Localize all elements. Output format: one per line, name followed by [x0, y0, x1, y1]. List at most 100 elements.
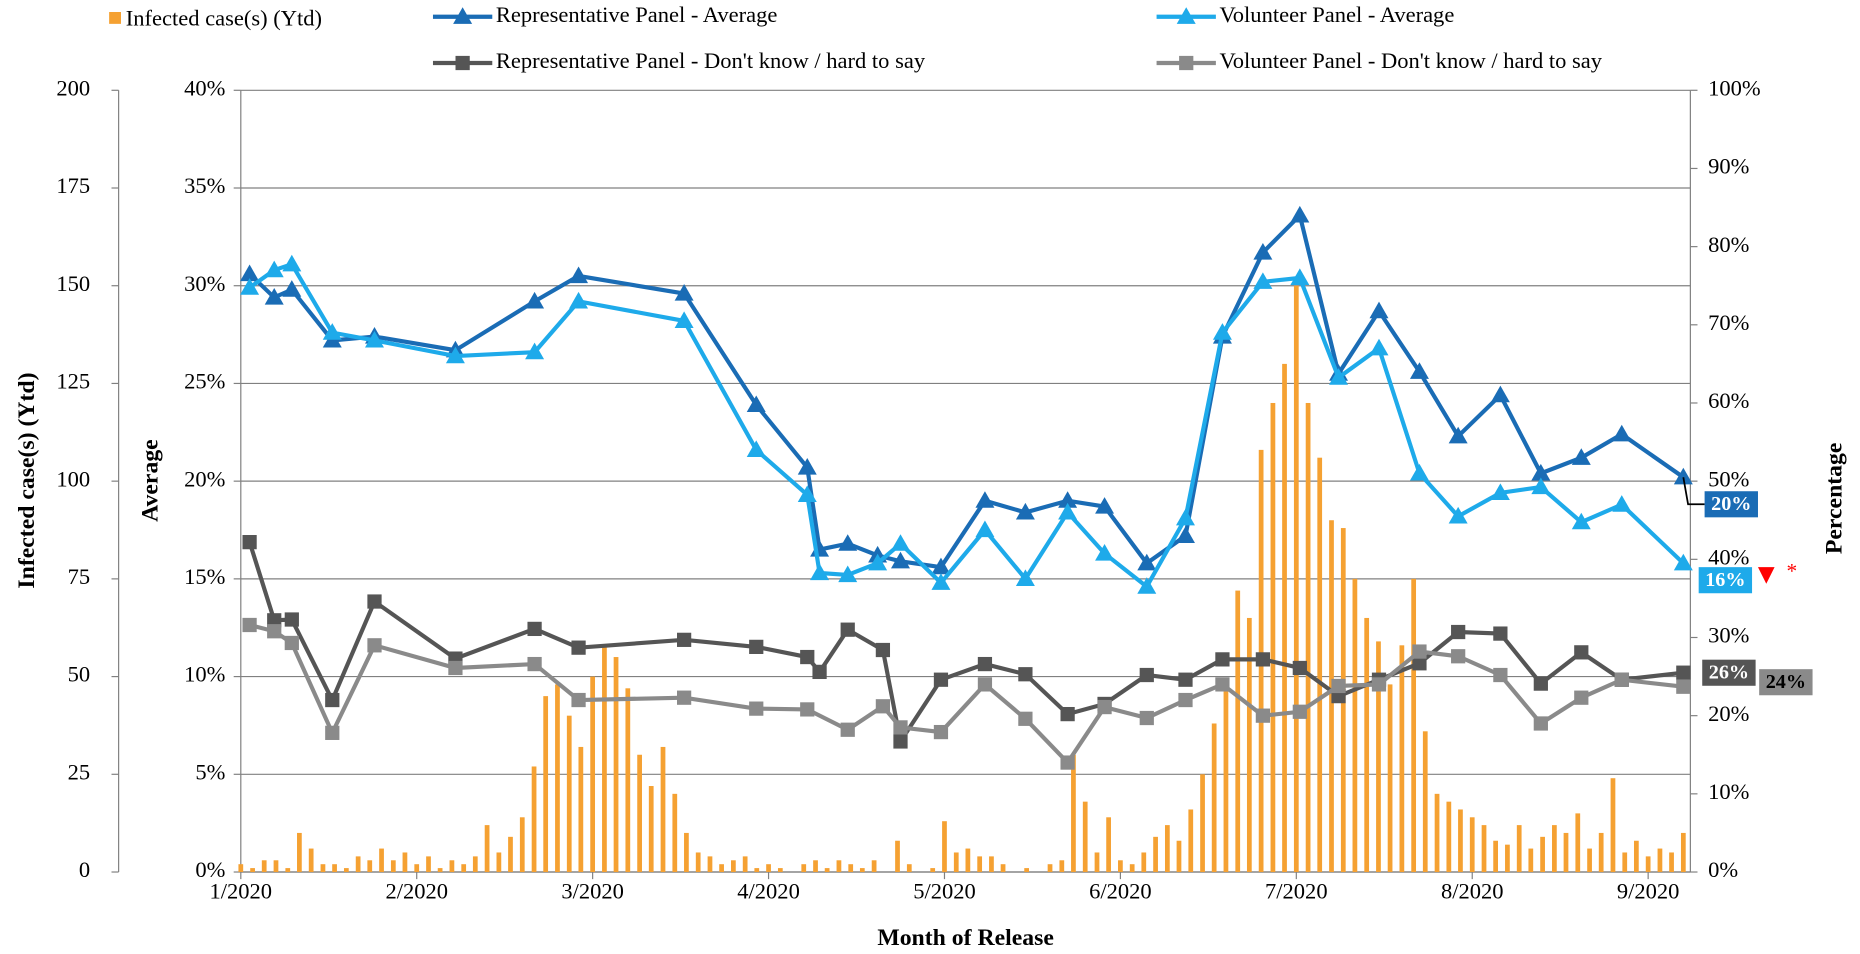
marker: [448, 660, 463, 676]
marker: [1448, 506, 1468, 524]
legend-swatch: [109, 12, 121, 24]
marker: [840, 722, 855, 737]
y3-tick-label: 60%: [1708, 388, 1749, 413]
marker: [746, 440, 766, 458]
bar: [742, 856, 748, 873]
bar: [637, 754, 642, 873]
marker: [810, 563, 830, 581]
marker: [1369, 338, 1389, 356]
bar: [695, 852, 701, 873]
marker: [1253, 272, 1273, 289]
bar: [1505, 844, 1510, 873]
marker: [893, 720, 908, 735]
marker: [1531, 477, 1551, 495]
x-tick-label: 1/2020: [210, 879, 273, 904]
x-tick-label: 3/2020: [561, 879, 624, 904]
bar: [449, 860, 455, 873]
marker: [1018, 711, 1033, 726]
y3-tick-label: 70%: [1708, 310, 1749, 335]
bar: [1141, 852, 1147, 873]
bar: [332, 864, 337, 873]
bar: [472, 856, 478, 873]
marker: [571, 640, 586, 655]
legend-label: Representative Panel - Don't know / hard…: [496, 48, 926, 73]
y-tick-label: 25: [68, 759, 91, 784]
marker: [240, 278, 260, 295]
marker: [1060, 706, 1075, 722]
y-tick-label: 50: [68, 662, 91, 687]
marker: [264, 287, 284, 305]
marker: [674, 311, 694, 329]
marker: [1614, 672, 1629, 687]
bar: [379, 848, 384, 873]
marker: [282, 254, 302, 272]
bar: [1317, 457, 1323, 873]
marker: [749, 701, 764, 716]
marker: [1448, 426, 1468, 444]
bar: [871, 860, 877, 873]
legend-marker: [1176, 7, 1196, 24]
bar: [343, 868, 349, 873]
marker: [797, 485, 817, 502]
bar: [238, 864, 244, 873]
marker: [525, 291, 545, 309]
marker: [365, 330, 384, 348]
bar: [1657, 848, 1663, 873]
bar: [1082, 801, 1088, 873]
bar: [1000, 864, 1006, 873]
bar: [930, 868, 936, 873]
marker: [569, 291, 589, 309]
y3-tick-label: 0%: [1708, 857, 1738, 882]
marker: [1290, 268, 1310, 286]
marker: [1097, 699, 1112, 715]
y2-tick-label: 10%: [184, 662, 225, 687]
marker: [1137, 553, 1157, 571]
bar: [1211, 723, 1217, 873]
marker: [1255, 652, 1271, 667]
bar: [1422, 731, 1428, 873]
marker: [931, 557, 951, 575]
x-tick-label: 8/2020: [1441, 879, 1504, 904]
marker: [1058, 502, 1078, 520]
legend-marker: [455, 55, 470, 71]
bar: [508, 836, 513, 873]
bar: [1129, 864, 1135, 873]
bar: [390, 860, 396, 873]
y2-tick-label: 0%: [195, 857, 225, 882]
marker: [1612, 424, 1632, 442]
marker: [267, 613, 282, 628]
bar: [426, 856, 431, 873]
marker: [1018, 667, 1033, 682]
y-axis-title: Infected case(s) (Ytd): [14, 373, 40, 589]
y2-tick-label: 15%: [184, 564, 225, 589]
bar: [1493, 840, 1499, 873]
legend-label: Representative Panel - Average: [496, 2, 778, 27]
marker: [677, 690, 692, 705]
bar: [1223, 684, 1229, 873]
legend-marker: [453, 7, 473, 24]
bar: [1024, 868, 1030, 873]
bar: [1528, 848, 1534, 873]
bar: [625, 688, 631, 873]
marker: [282, 280, 302, 297]
series-line: [248, 261, 1685, 590]
bar: [1059, 860, 1065, 873]
marker: [1533, 716, 1548, 731]
marker: [812, 664, 827, 680]
x-tick-label: 6/2020: [1089, 879, 1152, 904]
marker: [975, 520, 995, 538]
marker: [749, 639, 764, 654]
bar: [1469, 817, 1475, 873]
marker: [1371, 677, 1387, 692]
marker: [322, 323, 342, 340]
marker: [891, 551, 910, 569]
marker: [1676, 665, 1691, 680]
bar: [602, 645, 607, 873]
marker: [267, 624, 282, 639]
marker: [1571, 448, 1591, 465]
y3-tick-label: 30%: [1708, 623, 1749, 648]
annotation: *: [1786, 559, 1797, 583]
end-label: 26%: [1709, 662, 1749, 684]
